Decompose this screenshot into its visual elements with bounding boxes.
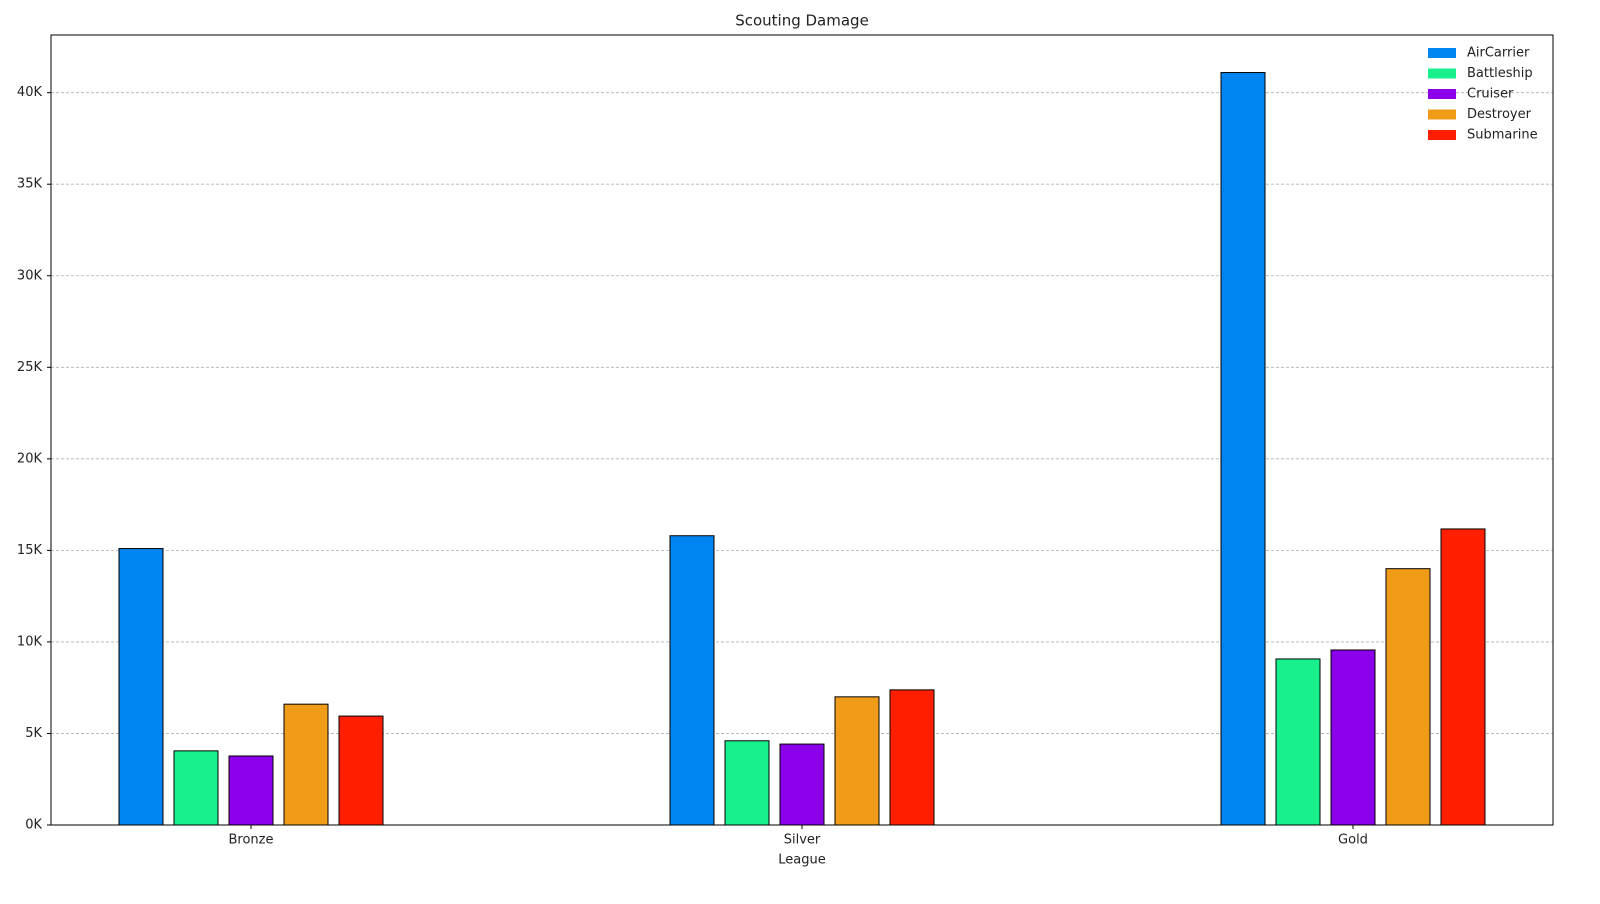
- legend-swatch: [1428, 68, 1456, 79]
- legend-label: Destroyer: [1467, 107, 1532, 122]
- legend-swatch: [1428, 48, 1456, 58]
- bar: [669, 535, 715, 826]
- y-tick-label: 25K: [17, 360, 43, 375]
- legend-label: Cruiser: [1467, 87, 1514, 102]
- bar: [173, 750, 219, 826]
- bar: [338, 715, 384, 826]
- y-tick-label: 20K: [17, 451, 43, 466]
- bar: [1385, 568, 1431, 826]
- legend-swatch: [1428, 89, 1456, 99]
- legend-label: AirCarrier: [1467, 46, 1530, 61]
- bar: [724, 740, 770, 826]
- bar: [1275, 658, 1321, 826]
- bar: [228, 755, 274, 826]
- y-tick-label: 15K: [17, 543, 43, 558]
- chart-title: Scouting Damage: [735, 12, 869, 30]
- legend-label: Submarine: [1467, 128, 1538, 143]
- plot-frame: [50, 34, 1554, 826]
- bar: [118, 548, 164, 826]
- bar: [1330, 649, 1376, 826]
- y-tick-label: 5K: [25, 726, 42, 741]
- bar: [834, 696, 880, 826]
- y-tick-label: 40K: [17, 85, 43, 100]
- y-tick-label: 30K: [17, 268, 43, 283]
- x-tick-label: Gold: [1338, 833, 1368, 848]
- bar: [283, 703, 329, 826]
- y-tick-label: 35K: [17, 177, 43, 192]
- y-tick-label: 10K: [17, 634, 43, 649]
- bar: [1440, 528, 1486, 826]
- y-tick-label: 0K: [25, 818, 42, 833]
- x-tick-label: Silver: [784, 833, 821, 848]
- bar: [1220, 72, 1266, 826]
- legend-label: Battleship: [1467, 66, 1533, 81]
- bar: [779, 743, 825, 826]
- legend-swatch: [1428, 109, 1456, 120]
- bar: [889, 689, 935, 826]
- x-axis-label: League: [778, 853, 825, 868]
- legend-swatch: [1428, 130, 1456, 140]
- x-tick-label: Bronze: [229, 833, 274, 848]
